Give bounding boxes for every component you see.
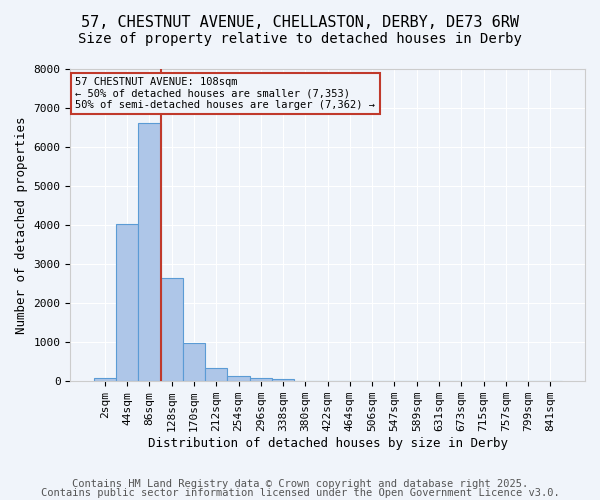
Bar [205, 368, 227, 381]
Text: Contains HM Land Registry data © Crown copyright and database right 2025.: Contains HM Land Registry data © Crown c… [72, 479, 528, 489]
Bar [272, 380, 294, 381]
Bar [183, 343, 205, 381]
Bar [94, 378, 116, 381]
Bar [227, 376, 250, 381]
Bar [138, 123, 161, 381]
Bar [116, 224, 138, 381]
X-axis label: Distribution of detached houses by size in Derby: Distribution of detached houses by size … [148, 437, 508, 450]
Bar [250, 378, 272, 381]
Bar [161, 278, 183, 381]
Text: 57 CHESTNUT AVENUE: 108sqm
← 50% of detached houses are smaller (7,353)
50% of s: 57 CHESTNUT AVENUE: 108sqm ← 50% of deta… [76, 77, 376, 110]
Text: Contains public sector information licensed under the Open Government Licence v3: Contains public sector information licen… [41, 488, 559, 498]
Text: 57, CHESTNUT AVENUE, CHELLASTON, DERBY, DE73 6RW: 57, CHESTNUT AVENUE, CHELLASTON, DERBY, … [81, 15, 519, 30]
Y-axis label: Number of detached properties: Number of detached properties [15, 116, 28, 334]
Text: Size of property relative to detached houses in Derby: Size of property relative to detached ho… [78, 32, 522, 46]
